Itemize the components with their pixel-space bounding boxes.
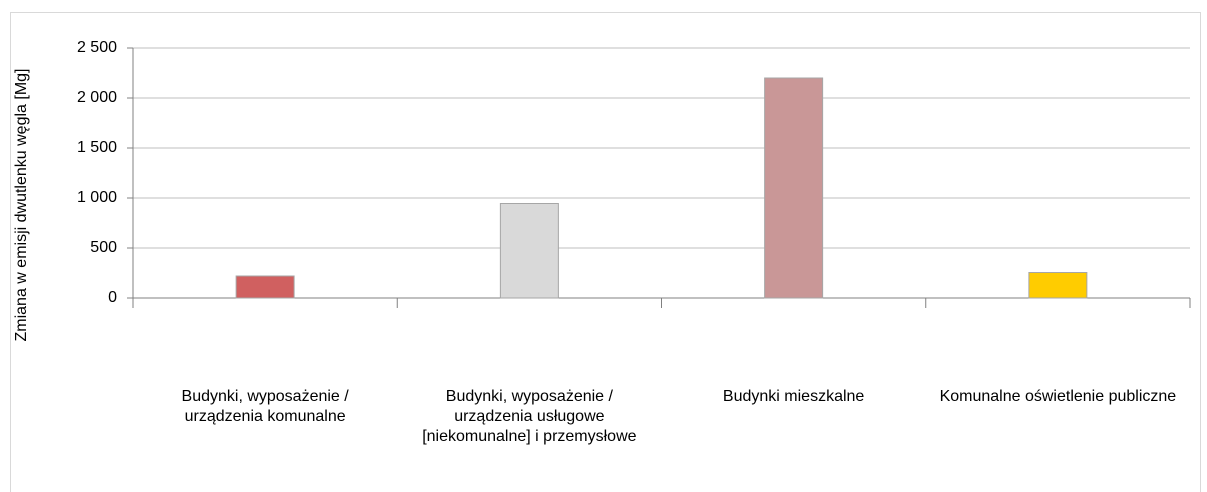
bar xyxy=(1028,272,1088,299)
y-tick-label: 1 000 xyxy=(77,189,117,206)
bar xyxy=(764,77,824,299)
bar xyxy=(235,275,295,299)
x-tick-label: Budynki, wyposażenie / urządzenia komuna… xyxy=(181,388,349,425)
y-tick-label: 0 xyxy=(108,289,117,306)
y-tick-label: 2 000 xyxy=(77,89,117,106)
y-tick-label: 2 500 xyxy=(77,39,117,56)
chart-border xyxy=(10,12,1201,492)
y-tick-label: 500 xyxy=(90,239,117,256)
x-tick-label: Budynki, wyposażenie / urządzenia usługo… xyxy=(422,388,637,445)
bar xyxy=(499,203,559,299)
x-tick-label: Komunalne oświetlenie publiczne xyxy=(939,388,1177,405)
y-tick-label: 1 500 xyxy=(77,139,117,156)
x-tick-label: Budynki mieszkalne xyxy=(722,388,865,405)
y-axis-title: Zmiana w emisji dwutlenku węgla [Mg] xyxy=(13,69,30,342)
